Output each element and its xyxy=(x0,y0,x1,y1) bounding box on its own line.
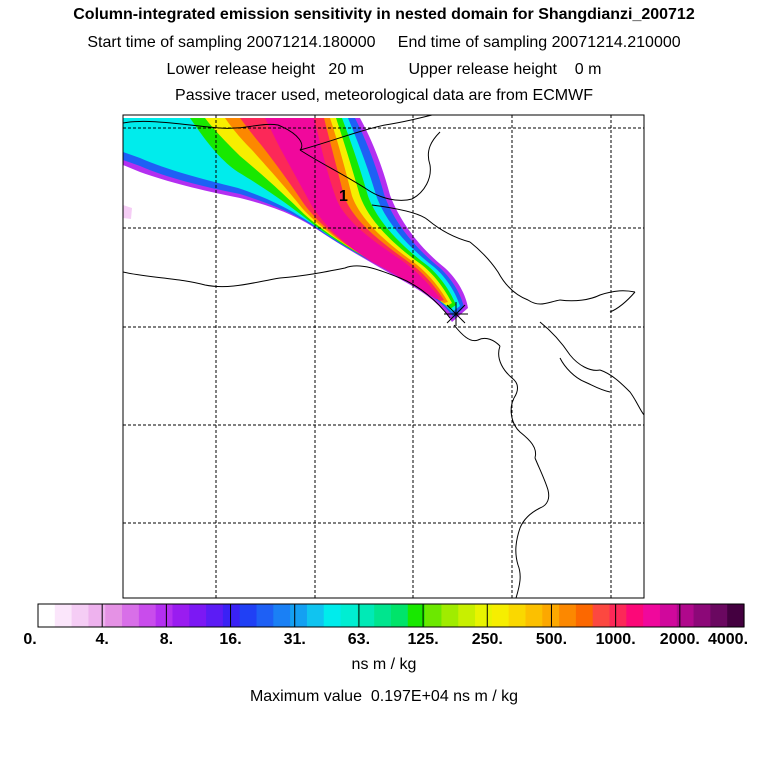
colorbar-cell xyxy=(643,604,661,627)
colorbar-cell xyxy=(458,604,476,627)
lat-lon-grid xyxy=(123,115,644,598)
colorbar-cell xyxy=(391,604,409,627)
colorbar-cell xyxy=(222,604,241,627)
colorbar-cell xyxy=(273,604,291,627)
colorbar-label: 4. xyxy=(95,631,109,648)
colorbar-label: 8. xyxy=(159,631,174,648)
colorbar-cell xyxy=(374,604,392,627)
map-frame xyxy=(122,114,645,599)
colorbar-cell xyxy=(508,604,527,627)
colorbar-cell xyxy=(676,604,695,627)
tracer-info-line: Passive tracer used, meteorological data… xyxy=(175,87,593,104)
colorbar-cell xyxy=(122,604,140,627)
plume-detached-patch xyxy=(123,205,132,219)
colorbar-tick-marks xyxy=(101,604,681,627)
colorbar-units: ns m / kg xyxy=(351,656,417,673)
colorbar-cell xyxy=(323,604,342,627)
colorbar-cell xyxy=(306,604,325,627)
plot-title: Column-integrated emission sensitivity i… xyxy=(73,6,695,23)
colorbar-cell xyxy=(441,604,459,627)
colorbar-cell xyxy=(424,604,443,627)
colorbar-label: 63. xyxy=(347,631,371,648)
colorbar-cell xyxy=(659,604,678,627)
colorbar-label: 125. xyxy=(407,631,439,648)
colorbar-cell xyxy=(155,604,174,627)
colorbar-label: 1000. xyxy=(595,631,636,648)
colorbar-label: 500. xyxy=(535,631,568,648)
colorbar-cell xyxy=(256,604,274,627)
colorbar-cell xyxy=(340,604,358,627)
colorbar-cell xyxy=(290,604,308,627)
colorbar-cell xyxy=(475,604,493,627)
colorbar-cell xyxy=(88,604,106,627)
colorbar-cell xyxy=(592,604,611,627)
plume-layer xyxy=(123,118,468,322)
colorbar-cell xyxy=(710,604,728,627)
colorbar-cells xyxy=(38,604,745,627)
sampling-time-line: Start time of sampling 20071214.180000 E… xyxy=(87,34,681,51)
colorbar-cell xyxy=(407,604,426,627)
colorbar-frame xyxy=(37,603,745,628)
colorbar-cell xyxy=(559,604,577,627)
release-location-marker xyxy=(444,302,468,326)
colorbar-cell xyxy=(189,604,207,627)
colorbar-cell xyxy=(609,604,627,627)
colorbar-cell xyxy=(727,604,745,627)
colorbar-cell xyxy=(38,604,56,627)
coastlines xyxy=(123,115,644,598)
colorbar-cell xyxy=(71,604,90,627)
colorbar-cell xyxy=(525,604,543,627)
maximum-value-text: Maximum value 0.197E+04 ns m / kg xyxy=(249,688,519,705)
colorbar-label: 31. xyxy=(283,631,306,648)
colorbar-cell xyxy=(626,604,644,627)
colorbar-cell xyxy=(172,604,190,627)
colorbar-label: 2000. xyxy=(659,631,700,648)
colorbar-cell xyxy=(357,604,375,627)
plume-band-pink-core xyxy=(265,118,440,299)
colorbar-cell xyxy=(491,604,510,627)
release-height-line: Lower release height 20 m Upper release … xyxy=(166,61,602,78)
plume-band-cyan xyxy=(123,118,460,312)
colorbar-label: 4000. xyxy=(707,631,749,648)
colorbar-label: 250. xyxy=(471,631,503,648)
colorbar-label: 16. xyxy=(219,631,242,648)
colorbar-cell xyxy=(206,604,224,627)
colorbar-cell xyxy=(575,604,594,627)
colorbar-cell xyxy=(105,604,123,627)
colorbar-cell xyxy=(693,604,711,627)
plume-annotation-label: 1 xyxy=(339,188,348,205)
colorbar-label: 0. xyxy=(23,631,37,648)
colorbar-cell xyxy=(138,604,157,627)
colorbar-cell xyxy=(54,604,73,627)
colorbar-cell xyxy=(239,604,258,627)
